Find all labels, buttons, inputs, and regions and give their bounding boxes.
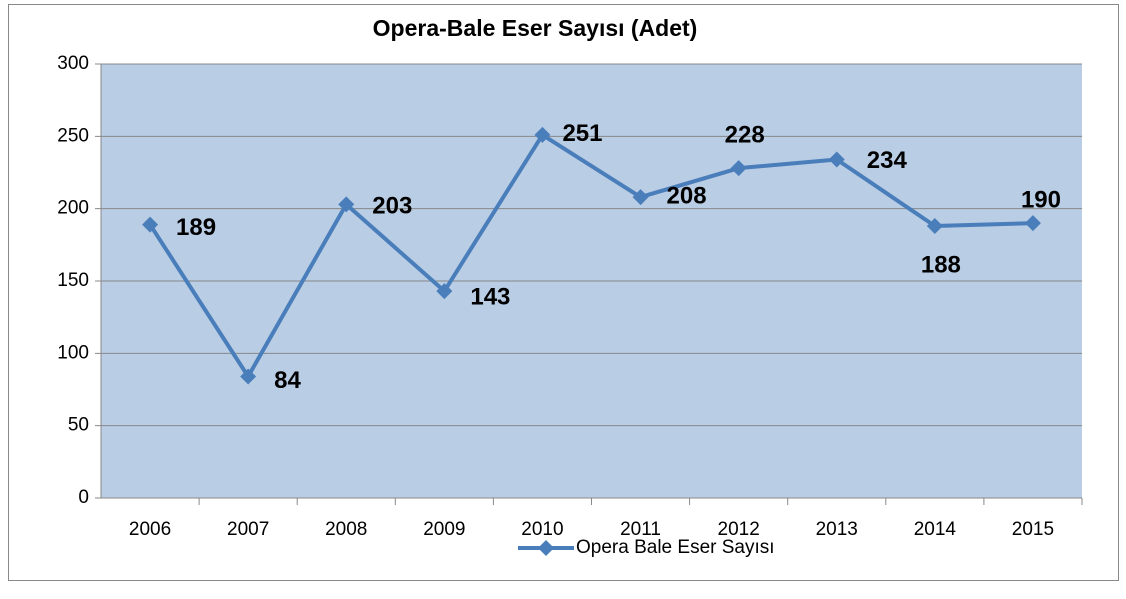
y-tick-label: 100 (57, 342, 89, 363)
data-point (926, 218, 943, 235)
data-label: 208 (667, 182, 707, 209)
x-tick-label: 2010 (521, 519, 563, 540)
data-point (436, 283, 453, 300)
y-tick-label: 50 (68, 415, 89, 436)
y-tick-label: 300 (57, 53, 89, 74)
x-tick-label: 2015 (1012, 519, 1054, 540)
data-point (632, 189, 649, 206)
data-point (240, 368, 257, 385)
legend-marker (538, 540, 554, 556)
x-tick-label: 2014 (914, 519, 957, 540)
data-point (534, 126, 551, 143)
data-point (1024, 215, 1041, 232)
x-tick-label: 2008 (325, 519, 367, 540)
legend-label: Opera Bale Eser Sayısı (576, 537, 775, 558)
data-label: 228 (725, 122, 765, 149)
data-label: 84 (274, 367, 301, 394)
x-tick-label: 2011 (620, 519, 661, 540)
data-label: 190 (1021, 186, 1061, 213)
data-point (338, 196, 355, 213)
y-tick-label: 150 (57, 270, 89, 291)
data-label: 143 (470, 283, 510, 310)
x-tick-label: 2007 (227, 519, 269, 540)
data-point (828, 151, 845, 168)
data-point (142, 216, 159, 233)
y-tick-label: 250 (57, 125, 89, 146)
y-tick-label: 0 (78, 487, 89, 508)
data-label: 189 (176, 214, 216, 241)
x-tick-label: 2013 (816, 519, 858, 540)
x-tick-label: 2006 (129, 519, 171, 540)
data-label: 251 (562, 120, 602, 147)
x-tick-label: 2009 (423, 519, 465, 540)
x-tick-label: 2012 (718, 519, 760, 540)
data-label: 234 (867, 147, 908, 174)
data-point (730, 160, 747, 177)
chart-title: Opera-Bale Eser Sayısı (Adet) (373, 15, 698, 41)
series-line (148, 132, 1034, 379)
y-tick-label: 200 (57, 198, 89, 219)
data-label: 188 (921, 251, 961, 278)
data-label: 203 (372, 193, 412, 220)
